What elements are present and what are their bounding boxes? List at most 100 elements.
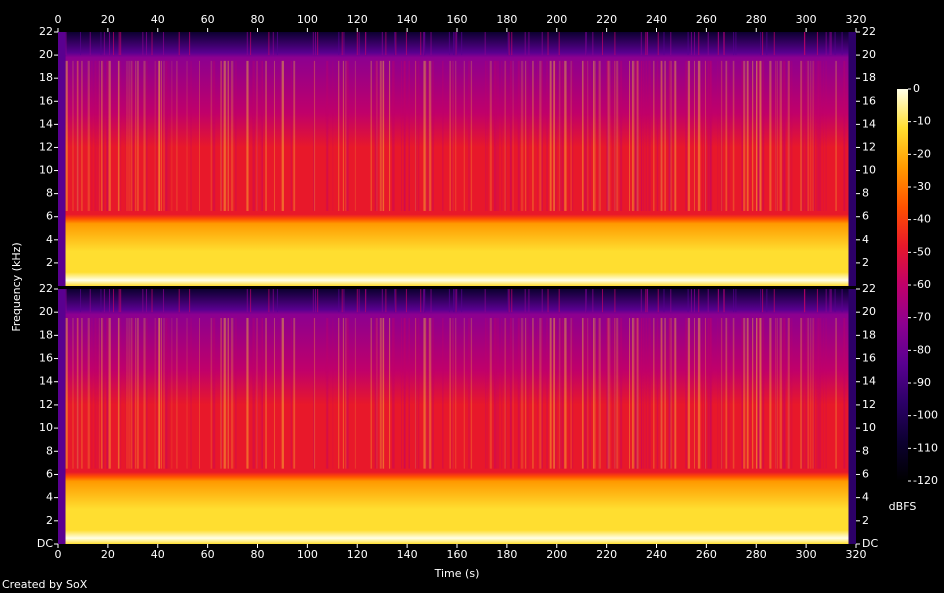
spectrogram-streak [65,60,68,211]
spectrogram-streak [125,317,126,469]
spectrogram-streak [137,60,139,211]
spectrogram-streak [91,317,93,469]
spectrogram-streak [487,60,489,211]
spectrogram-streak [782,60,785,211]
spectrogram-streak [704,60,706,211]
spectrogram-streak [507,32,509,56]
x-tick-label: 180 [496,548,517,561]
x-tick-label: 300 [796,548,817,561]
spectrogram-streak [76,317,79,469]
spectrogram-streak [843,60,846,211]
spectrogram-streak [389,60,391,211]
spectrogram-streak [607,60,609,211]
y-tick-label: 10 [39,421,53,434]
spectrogram-streak [822,60,824,211]
spectrogram-streak [743,317,746,469]
spectrogram-streak [709,60,713,211]
spectrogram-streak [800,60,803,211]
spectrogram-streak [698,289,700,313]
spectrogram-streak [760,60,762,211]
spectrogram-streak [380,60,383,211]
spectrogram-streak [527,317,529,469]
spectrogram-streak [687,289,689,313]
spectrogram-streak [701,60,703,211]
spectrogram-streak [332,60,334,211]
spectrogram-streak [379,60,382,211]
spectrogram-streak [420,32,422,56]
y-tick-label: 6 [46,210,53,223]
spectrogram-streak [500,317,503,469]
spectrogram-streak [451,60,454,211]
spectrogram-streak [128,317,130,469]
spectrogram-streak [408,317,410,469]
spectrogram-streak [246,317,249,469]
spectrogram-streak [673,317,675,469]
spectrogram-streak [425,60,427,211]
spectrogram-streak [541,32,543,56]
spectrogram-streak [415,317,417,469]
spectrogram-streak [653,317,654,469]
y-tick-label: 4 [46,233,53,246]
spectrogram-streak [468,317,470,469]
spectrogram-streak [843,317,845,469]
spectrogram-streak [103,289,105,313]
spectrogram-streak [178,32,180,56]
spectrogram-streak [145,32,147,56]
y-tick-label: 8 [862,444,869,457]
spectrogram-streak [536,317,538,469]
spectrogram-streak [760,289,762,313]
spectrogram-streak [746,317,749,469]
spectrogram-streak [346,60,349,211]
spectrogram-streak [108,60,110,211]
spectrogram-streak [562,317,564,469]
spectrogram-streak [585,317,589,469]
spectrogram-streak [562,60,564,211]
spectrogram-streak [800,317,803,469]
spectrogram-streak [517,60,520,211]
spectrogram-streak [801,317,803,469]
y-tick-label: 2 [862,514,869,527]
spectrogram-streak [415,60,417,211]
spectrogram-streak [162,32,164,56]
y-tick-label: 22 [862,25,876,38]
spectrogram-streak [381,289,383,313]
spectrogram-streak [668,60,671,211]
spectrogram-streak [694,60,695,211]
spectrogram-streak [791,317,793,469]
spectrogram-streak [825,32,827,56]
spectrogram-streak [146,60,148,211]
spectrogram-streak [549,317,552,469]
spectrogram-streak [834,32,836,56]
spectrogram-streak [779,60,782,211]
spectrogram-streak [338,289,340,313]
spectrogram-streak [423,317,426,469]
spectrogram-streak [645,317,648,469]
spectrogram-streak [560,60,563,211]
spectrogram-streak [539,317,542,469]
spectrogram-streak [589,60,592,211]
spectrogram-streak [383,317,385,469]
spectrogram-image [58,289,856,544]
spectrogram-streak [510,317,512,469]
y-tick-label: 10 [862,421,876,434]
spectrogram-streak [494,317,497,469]
spectrogram-streak [252,317,255,469]
spectrogram-streak [290,60,292,211]
spectrogram-streak [690,32,692,56]
spectrogram-streak [612,317,613,469]
spectrogram-streak [709,60,712,211]
spectrogram-streak [670,289,672,313]
spectrogram-streak [496,317,500,469]
spectrogram-streak [133,60,134,211]
spectrogram-streak [632,60,635,211]
x-axis-label: Time (s) [434,567,480,580]
spectrogram-edge [58,289,66,544]
spectrogram-streak [163,317,165,469]
spectrogram-streak [807,317,810,469]
spectrogram-streak [220,60,222,211]
y-tick-label: 4 [862,491,869,504]
spectrogram-streak [788,317,791,469]
spectrogram-streak [717,317,719,469]
spectrogram-streak [668,317,672,469]
